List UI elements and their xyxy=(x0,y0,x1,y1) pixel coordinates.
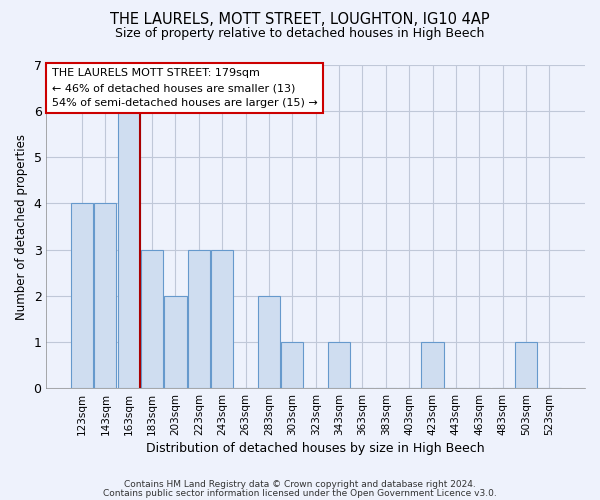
Text: Contains public sector information licensed under the Open Government Licence v3: Contains public sector information licen… xyxy=(103,489,497,498)
Bar xyxy=(421,342,443,388)
Text: THE LAURELS, MOTT STREET, LOUGHTON, IG10 4AP: THE LAURELS, MOTT STREET, LOUGHTON, IG10… xyxy=(110,12,490,28)
Bar xyxy=(164,296,187,388)
Bar xyxy=(281,342,304,388)
Bar xyxy=(118,111,140,388)
Y-axis label: Number of detached properties: Number of detached properties xyxy=(15,134,28,320)
Bar xyxy=(515,342,537,388)
Bar xyxy=(188,250,210,388)
Text: Size of property relative to detached houses in High Beech: Size of property relative to detached ho… xyxy=(115,28,485,40)
Text: THE LAURELS MOTT STREET: 179sqm
← 46% of detached houses are smaller (13)
54% of: THE LAURELS MOTT STREET: 179sqm ← 46% of… xyxy=(52,68,317,108)
Text: Contains HM Land Registry data © Crown copyright and database right 2024.: Contains HM Land Registry data © Crown c… xyxy=(124,480,476,489)
Bar xyxy=(71,204,93,388)
Bar xyxy=(94,204,116,388)
Bar xyxy=(328,342,350,388)
Bar xyxy=(258,296,280,388)
X-axis label: Distribution of detached houses by size in High Beech: Distribution of detached houses by size … xyxy=(146,442,485,455)
Bar xyxy=(211,250,233,388)
Bar xyxy=(141,250,163,388)
